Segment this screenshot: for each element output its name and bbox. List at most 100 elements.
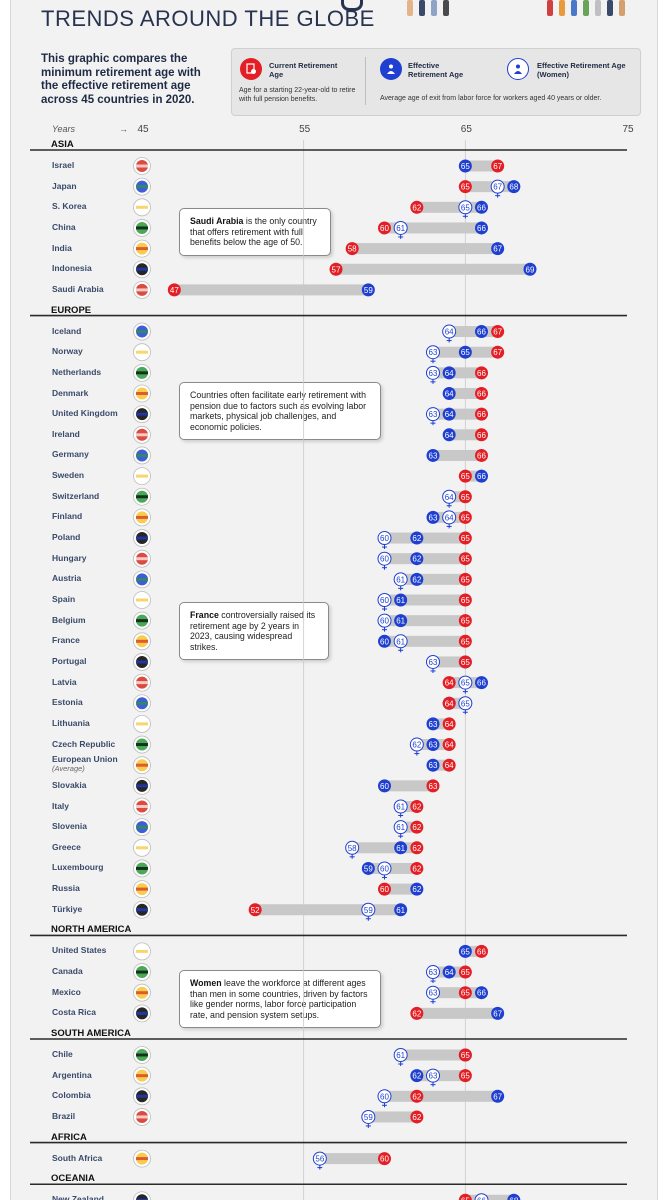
flag-icon-stripe: [136, 619, 148, 622]
women-value-label: 63: [429, 410, 438, 419]
flag-icon-stripe: [136, 1054, 148, 1057]
effective-value-label: 66: [477, 679, 486, 688]
current-value-label: 65: [461, 968, 470, 977]
current-value-label: 65: [461, 493, 470, 502]
current-value-label: 66: [477, 369, 486, 378]
current-value-label: 66: [477, 431, 486, 440]
flag-icon-stripe: [136, 226, 148, 229]
current-value-label: 65: [461, 617, 470, 626]
women-value-label: 63: [429, 1072, 438, 1081]
effective-value-label: 65: [461, 162, 470, 171]
flag-icon-stripe: [136, 867, 148, 870]
range-bar: [385, 553, 466, 564]
range-bar: [465, 1195, 514, 1200]
women-value-label: 66: [477, 1196, 486, 1200]
women-value-label: 58: [348, 844, 357, 853]
women-value-label: 63: [429, 658, 438, 667]
current-value-label: 65: [461, 575, 470, 584]
flag-icon-stripe: [136, 1115, 148, 1118]
women-value-label: 65: [461, 203, 470, 212]
effective-value-label: 67: [493, 1009, 502, 1018]
current-value-label: 65: [461, 1196, 470, 1200]
flag-icon-stripe: [136, 351, 148, 354]
flag-icon-stripe: [136, 392, 148, 395]
effective-value-label: 68: [509, 183, 518, 192]
flag-icon-stripe: [136, 722, 148, 725]
effective-value-label: 63: [429, 741, 438, 750]
women-value-label: 60: [380, 864, 389, 873]
flag-icon-stripe: [136, 888, 148, 891]
women-value-label: 61: [396, 637, 405, 646]
effective-value-label: 61: [396, 596, 405, 605]
current-value-label: 64: [445, 699, 454, 708]
current-value-label: 67: [493, 328, 502, 337]
women-value-label: 56: [315, 1155, 324, 1164]
flag-icon-stripe: [136, 454, 148, 457]
effective-value-label: 64: [445, 968, 454, 977]
women-value-label: 61: [396, 575, 405, 584]
flag-icon-stripe: [136, 475, 148, 478]
current-value-label: 65: [461, 513, 470, 522]
flag-icon-stripe: [136, 288, 148, 291]
women-value-label: 63: [429, 989, 438, 998]
current-value-label: 67: [493, 162, 502, 171]
flag-icon-stripe: [136, 846, 148, 849]
current-value-label: 64: [445, 741, 454, 750]
flag-icon-stripe: [136, 495, 148, 498]
effective-value-label: 59: [364, 864, 373, 873]
range-bar: [433, 987, 482, 998]
current-value-label: 52: [251, 906, 260, 915]
flag-icon-stripe: [136, 1074, 148, 1077]
current-value-label: 62: [412, 803, 421, 812]
flag-icon-stripe: [136, 1012, 148, 1015]
flag-icon-stripe: [136, 413, 148, 416]
flag-icon-stripe: [136, 268, 148, 271]
current-value-label: 65: [461, 183, 470, 192]
flag-icon-stripe: [136, 1157, 148, 1160]
flag-icon-stripe: [136, 516, 148, 519]
women-value-label: 60: [380, 534, 389, 543]
effective-value-label: 66: [477, 328, 486, 337]
current-value-label: 67: [493, 348, 502, 357]
flag-icon-stripe: [136, 991, 148, 994]
women-value-label: 60: [380, 555, 389, 564]
flag-icon-stripe: [136, 206, 148, 209]
effective-value-label: 62: [412, 534, 421, 543]
range-bar: [465, 181, 514, 192]
range-bar: [174, 284, 368, 295]
current-value-label: 65: [461, 534, 470, 543]
current-value-label: 65: [461, 596, 470, 605]
current-value-label: 66: [477, 451, 486, 460]
range-bar: [401, 1050, 466, 1061]
women-value-label: 59: [364, 1113, 373, 1122]
effective-value-label: 68: [509, 1196, 518, 1200]
effective-value-label: 69: [526, 265, 535, 274]
effective-value-label: 59: [364, 286, 373, 295]
retirement-age-chart: 65 6767 686565 666261 666067586957594764 66 67…: [0, 0, 666, 1200]
women-value-label: 64: [445, 493, 454, 502]
current-value-label: 65: [461, 472, 470, 481]
women-value-label: 67: [493, 183, 502, 192]
flag-icon-stripe: [136, 247, 148, 250]
flag-icon-stripe: [136, 330, 148, 333]
range-bar: [433, 367, 482, 378]
current-value-label: 65: [461, 1051, 470, 1060]
flag-icon-stripe: [136, 908, 148, 911]
women-value-label: 62: [412, 741, 421, 750]
women-value-label: 60: [380, 1092, 389, 1101]
effective-value-label: 62: [412, 555, 421, 564]
effective-value-label: 60: [380, 782, 389, 791]
flag-icon-stripe: [136, 660, 148, 663]
effective-value-label: 63: [429, 451, 438, 460]
current-value-label: 60: [380, 224, 389, 233]
range-bar: [368, 1111, 417, 1122]
current-value-label: 64: [445, 761, 454, 770]
effective-value-label: 64: [445, 410, 454, 419]
current-value-label: 62: [412, 203, 421, 212]
flag-icon-stripe: [136, 1095, 148, 1098]
current-value-label: 62: [412, 1009, 421, 1018]
range-bar: [368, 863, 417, 874]
effective-value-label: 66: [477, 472, 486, 481]
women-value-label: 61: [396, 224, 405, 233]
flag-icon-stripe: [136, 743, 148, 746]
